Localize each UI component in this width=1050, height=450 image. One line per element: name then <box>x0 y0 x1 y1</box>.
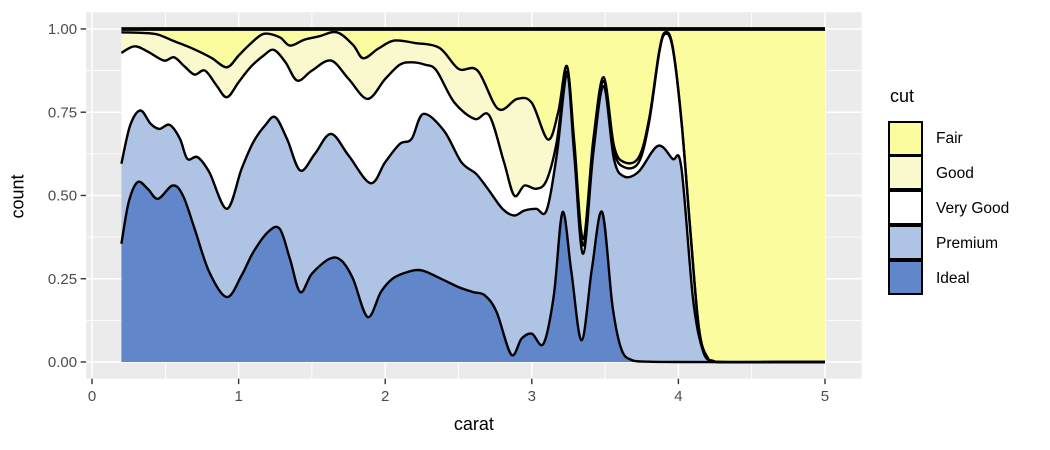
y-axis-tick-label: 0.00 <box>48 354 77 371</box>
legend-key-swatch <box>888 155 923 190</box>
x-axis-tick-label: 0 <box>88 388 96 405</box>
legend: cut Fair Good Very Good Premium Ideal <box>888 86 1009 296</box>
legend-label: Premium <box>936 234 999 252</box>
y-axis-title: count <box>7 174 28 219</box>
good-outline <box>121 30 825 364</box>
x-axis-tick-label: 2 <box>381 388 389 405</box>
x-axis-title: carat <box>453 414 494 434</box>
legend-key-swatch <box>888 190 923 225</box>
x-axis-tick-label: 5 <box>821 388 829 405</box>
legend-item-good: Good <box>888 155 1009 191</box>
legend-key-swatch <box>888 260 923 295</box>
legend-key-swatch <box>888 121 923 156</box>
legend-items: Fair Good Very Good Premium Ideal <box>888 121 1009 296</box>
legend-label: Good <box>936 164 974 182</box>
y-axis-tick-label: 0.50 <box>48 188 77 205</box>
y-axis-tick-label: 1.00 <box>48 21 77 38</box>
legend-key-swatch <box>888 225 923 260</box>
x-axis-tick-label: 3 <box>528 388 536 405</box>
density-band-premium <box>121 76 825 363</box>
legend-item-very-good: Very Good <box>888 190 1010 226</box>
legend-label: Fair <box>936 129 963 147</box>
legend-label: Very Good <box>936 199 1010 217</box>
ideal-outline <box>120 180 825 364</box>
x-axis-tick-label: 1 <box>234 388 242 405</box>
density-band-ideal <box>121 181 825 363</box>
premium-outline <box>120 75 825 364</box>
y-axis-tick-label: 0.75 <box>48 104 77 121</box>
legend-label: Ideal <box>936 269 970 287</box>
legend-title: cut <box>890 86 915 106</box>
y-axis-tick-label: 0.25 <box>48 271 77 288</box>
legend-item-ideal: Ideal <box>888 260 1009 296</box>
density-band-good <box>121 31 825 363</box>
legend-item-fair: Fair <box>888 121 1009 156</box>
legend-item-premium: Premium <box>888 225 1009 261</box>
density-band-very-good <box>121 33 825 363</box>
x-axis-tick-label: 4 <box>674 388 682 405</box>
